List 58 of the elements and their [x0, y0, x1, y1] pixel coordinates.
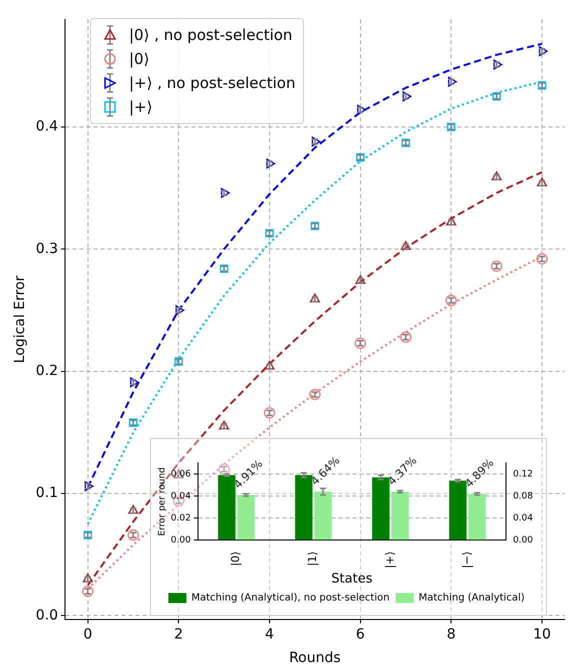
x-tick-label: 6	[356, 626, 365, 642]
y2-tick-label: 0.08	[512, 491, 534, 502]
x-tick-label: |1⟩	[306, 551, 320, 566]
point	[82, 586, 94, 597]
x-tick-label: 8	[446, 626, 456, 642]
legend-label: |+⟩ , no post-selection	[129, 74, 296, 92]
x-axis-title: States	[331, 572, 373, 587]
point	[264, 407, 276, 419]
point	[355, 275, 366, 284]
point	[219, 420, 230, 430]
legend-label: Matching (Analytical)	[418, 592, 525, 604]
y-tick-label: 0.1	[36, 485, 58, 502]
bar	[314, 492, 332, 540]
x-tick-label: |−⟩	[460, 551, 474, 568]
bar	[468, 494, 486, 540]
bar	[449, 480, 466, 540]
bar	[372, 477, 390, 540]
y-tick-label: 0.2	[36, 362, 58, 379]
point	[218, 463, 230, 475]
point	[82, 573, 93, 582]
y2-tick-label: 0.04	[512, 513, 534, 524]
y-tick-label: 0.4	[36, 118, 58, 135]
point	[400, 241, 411, 250]
y-axis-title: Error per round	[158, 467, 168, 536]
x-tick-label: 10	[533, 626, 551, 642]
legend-label: |0⟩ , no post-selection	[129, 26, 292, 44]
y-tick-label: 0.3	[36, 240, 58, 257]
bar	[295, 475, 312, 540]
legend-label: Matching (Analytical), no post-selection	[191, 592, 390, 604]
y-tick-label: 0.02	[170, 513, 191, 524]
point	[490, 260, 502, 272]
x-tick-label: 4	[265, 626, 274, 642]
y2-tick-label: 0.12	[512, 469, 534, 480]
x-tick-label: |0⟩	[229, 551, 242, 566]
point	[536, 253, 548, 265]
point	[400, 331, 412, 343]
y-tick-label: 0.0	[36, 607, 58, 624]
bar	[237, 494, 255, 540]
point	[309, 388, 321, 400]
point	[446, 216, 456, 226]
point	[354, 338, 366, 349]
legend-label: |+⟩	[129, 98, 152, 116]
point	[128, 529, 139, 541]
legend-label: |0⟩	[129, 50, 150, 68]
x-tick-label: 0	[83, 626, 92, 642]
point	[310, 294, 320, 302]
y-tick-label: 0.00	[170, 536, 192, 546]
y-tick-label: 0.06	[170, 469, 192, 480]
point	[445, 294, 457, 306]
point	[264, 360, 274, 370]
y-tick-label: 0.04	[170, 491, 192, 502]
y-axis-title: Logical Error	[12, 275, 28, 364]
y2-tick-label: 0.00	[512, 536, 534, 546]
x-tick-label: 2	[174, 626, 184, 642]
bar	[218, 475, 236, 540]
x-axis-title: Rounds	[289, 650, 341, 666]
x-tick-label: |+⟩	[383, 551, 396, 568]
bar	[391, 492, 409, 540]
